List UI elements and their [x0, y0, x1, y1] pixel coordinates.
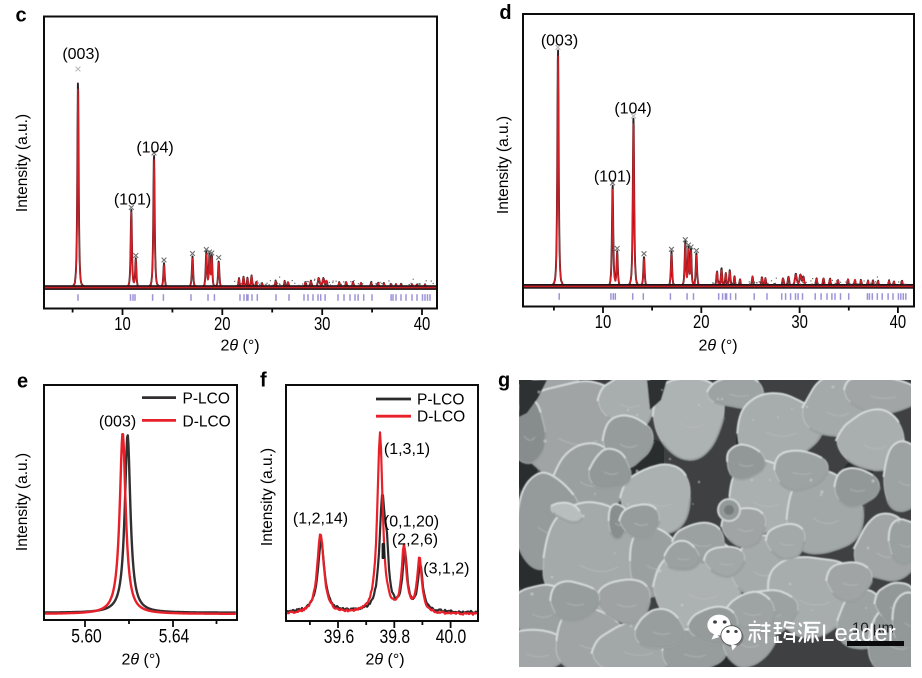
svg-text:39.8: 39.8 — [380, 627, 411, 648]
svg-text:(1,2,14): (1,2,14) — [293, 511, 348, 528]
svg-text:10: 10 — [114, 314, 131, 334]
svg-text:20: 20 — [693, 312, 710, 332]
svg-text:c: c — [15, 5, 26, 27]
svg-text:(101): (101) — [114, 192, 151, 209]
svg-text:f: f — [260, 370, 267, 392]
svg-text:D-LCO: D-LCO — [417, 409, 465, 426]
svg-text:10 µm: 10 µm — [852, 620, 894, 637]
svg-text:Intensity (a.u.): Intensity (a.u.) — [14, 114, 31, 212]
svg-text:5.64: 5.64 — [159, 627, 190, 648]
svg-text:2θ (°): 2θ (°) — [121, 652, 160, 669]
svg-text:(1,3,1): (1,3,1) — [384, 441, 430, 458]
svg-text:39.6: 39.6 — [324, 627, 355, 648]
svg-text:Intensity (a.u.): Intensity (a.u.) — [14, 453, 31, 551]
svg-text:Intensity (a.u.): Intensity (a.u.) — [259, 448, 276, 546]
svg-text:(003): (003) — [99, 414, 136, 431]
svg-text:D-LCO: D-LCO — [183, 414, 231, 431]
svg-text:5.60: 5.60 — [71, 627, 102, 648]
svg-text:20: 20 — [214, 314, 231, 334]
svg-text:(003): (003) — [541, 33, 578, 50]
svg-text:P-LCO: P-LCO — [417, 392, 464, 409]
svg-text:(0,1,20): (0,1,20) — [384, 514, 439, 531]
svg-text:d: d — [499, 2, 511, 24]
svg-text:(3,1,2): (3,1,2) — [423, 561, 469, 578]
svg-text:40: 40 — [414, 314, 431, 334]
svg-text:(2,2,6): (2,2,6) — [392, 532, 438, 549]
svg-text:(003): (003) — [62, 46, 99, 63]
svg-text:2θ (°): 2θ (°) — [698, 338, 737, 355]
svg-text:(104): (104) — [614, 101, 651, 118]
svg-text:30: 30 — [314, 314, 331, 334]
svg-text:P-LCO: P-LCO — [183, 391, 230, 408]
svg-text:2θ (°): 2θ (°) — [220, 338, 259, 355]
svg-text:g: g — [498, 370, 510, 392]
svg-text:(101): (101) — [594, 169, 631, 186]
svg-text:40.0: 40.0 — [436, 627, 467, 648]
svg-text:40: 40 — [890, 312, 907, 332]
svg-text:2θ (°): 2θ (°) — [365, 652, 404, 669]
svg-text:Intensity (a.u.): Intensity (a.u.) — [495, 116, 512, 214]
svg-text:10: 10 — [595, 312, 612, 332]
svg-text:e: e — [17, 371, 28, 393]
svg-text:(104): (104) — [136, 140, 173, 157]
svg-text:Leader: Leader — [821, 620, 896, 647]
svg-text:30: 30 — [791, 312, 808, 332]
